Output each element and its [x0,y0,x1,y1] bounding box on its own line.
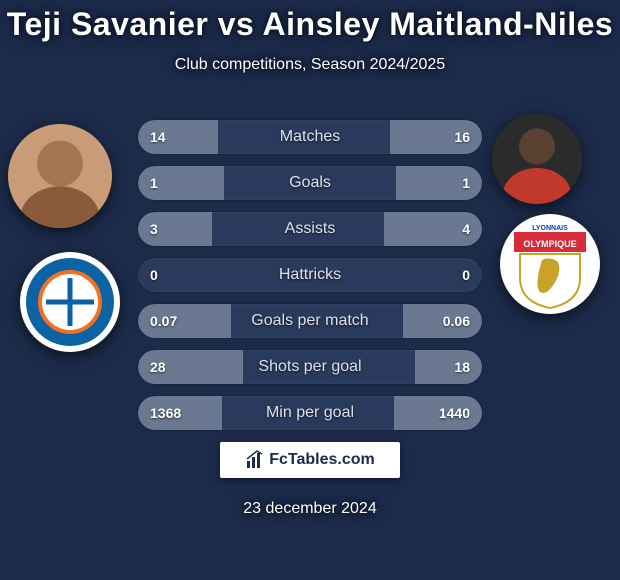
stat-row: 1368Min per goal1440 [138,396,482,430]
stat-label: Assists [138,212,482,246]
stat-row: 0.07Goals per match0.06 [138,304,482,338]
stat-label: Matches [138,120,482,154]
avatar-placeholder-icon [8,124,112,228]
page-title: Teji Savanier vs Ainsley Maitland-Niles [0,0,620,42]
footer-date: 23 december 2024 [0,500,620,518]
stat-value-right: 18 [454,350,470,384]
club-badge-icon [20,252,120,352]
avatar-placeholder-icon [492,114,582,204]
stat-value-right: 4 [462,212,470,246]
stat-value-right: 0 [462,258,470,292]
chart-icon [245,450,265,470]
stat-value-right: 1 [462,166,470,200]
stat-row: 1Goals1 [138,166,482,200]
stats-container: 14Matches161Goals13Assists40Hattricks00.… [138,120,482,442]
footer-brand-badge: FcTables.com [220,442,400,478]
subtitle: Club competitions, Season 2024/2025 [0,56,620,74]
player-left-club-badge [20,252,120,352]
svg-text:LYONNAIS: LYONNAIS [532,225,568,232]
stat-row: 14Matches16 [138,120,482,154]
club-badge-icon: OLYMPIQUE LYONNAIS [500,214,600,314]
player-right-club-badge: OLYMPIQUE LYONNAIS [500,214,600,314]
stat-value-right: 0.06 [443,304,470,338]
stat-row: 3Assists4 [138,212,482,246]
stat-label: Shots per goal [138,350,482,384]
stat-label: Hattricks [138,258,482,292]
stat-row: 0Hattricks0 [138,258,482,292]
stat-label: Goals per match [138,304,482,338]
stat-label: Goals [138,166,482,200]
footer-brand-text: FcTables.com [269,451,375,469]
player-right-avatar [492,114,582,204]
stat-label: Min per goal [138,396,482,430]
stat-value-right: 1440 [439,396,470,430]
stat-value-right: 16 [454,120,470,154]
stat-row: 28Shots per goal18 [138,350,482,384]
svg-text:OLYMPIQUE: OLYMPIQUE [523,239,576,249]
player-left-avatar [8,124,112,228]
